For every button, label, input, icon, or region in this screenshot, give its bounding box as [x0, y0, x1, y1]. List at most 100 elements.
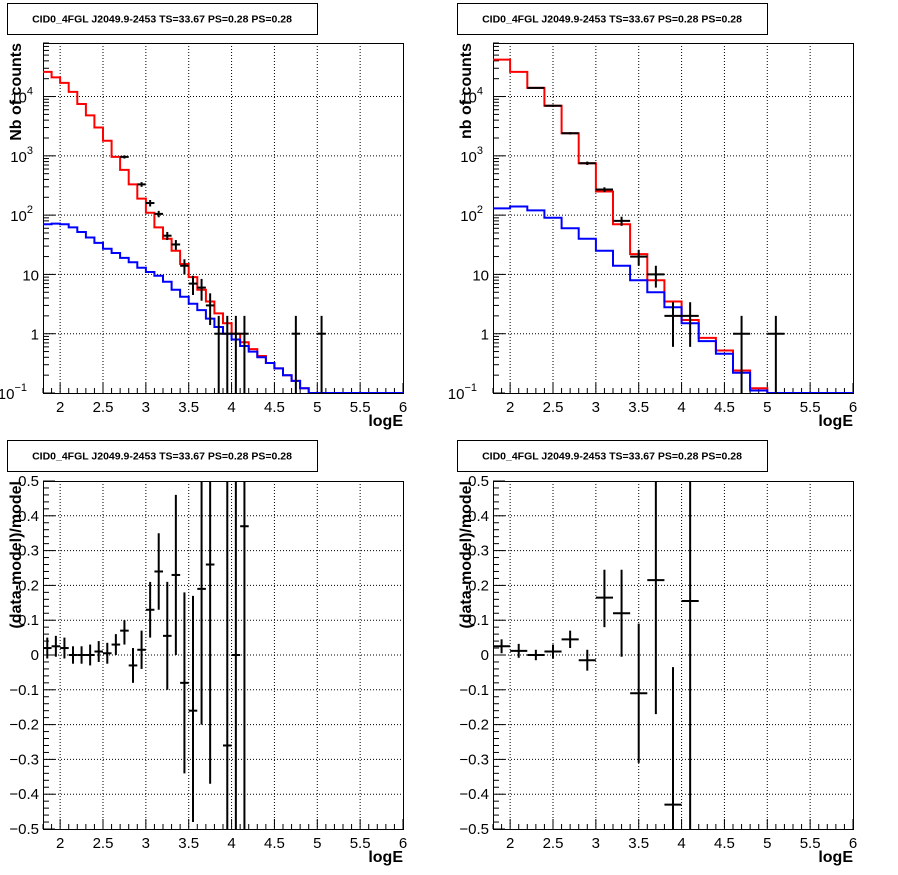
x-tick-label: 5: [313, 835, 321, 852]
x-tick-label: 2: [506, 835, 514, 852]
data-point: [94, 641, 103, 662]
y-tick-label: 102: [10, 204, 33, 225]
y-tick-label: 0.4: [18, 508, 39, 525]
x-tick-label: 5: [763, 835, 771, 852]
y-tick-base: 10: [472, 267, 489, 284]
chart-panel-1: CID0_4FGL J2049.9-2453 TS=33.67 PS=0.28 …: [0, 3, 407, 430]
y-axis-label: (data-model)/model: [458, 481, 475, 629]
y-tick-base: 10: [22, 267, 39, 284]
chart-title: CID0_4FGL J2049.9-2453 TS=33.67 PS=0.28 …: [32, 451, 292, 463]
y-tick-base: 10: [10, 90, 27, 107]
x-tick-label: 3: [592, 835, 600, 852]
y-tick-label: 1: [481, 327, 489, 344]
data-layer: [493, 58, 853, 393]
data-point: [595, 569, 613, 628]
data-point: [630, 249, 648, 266]
title-box-frame: [7, 440, 318, 472]
x-axis-label: logE: [818, 849, 853, 866]
grid-lines: [43, 481, 403, 829]
x-axis-label: logE: [368, 413, 403, 430]
data-point: [510, 643, 528, 658]
x-tick-label: 4: [677, 399, 685, 416]
data-layer: [493, 481, 699, 829]
data-point: [291, 315, 301, 393]
data-point: [223, 315, 232, 393]
data-point: [664, 667, 682, 829]
data-point: [223, 481, 232, 829]
y-tick-base: 10: [10, 149, 27, 166]
y-tick-label: 0.1: [468, 612, 489, 629]
data-point: [681, 302, 699, 347]
y-tick-exponent: 4: [477, 86, 483, 98]
model-total-histogram: [43, 70, 403, 393]
y-tick-label: 10: [472, 267, 489, 284]
data-point: [240, 481, 249, 829]
data-point: [544, 644, 562, 659]
x-tick-label: 5: [313, 399, 321, 416]
y-tick-label: −0.1: [9, 682, 39, 699]
y-tick-exponent: 3: [27, 145, 33, 157]
x-tick-label: 2.5: [543, 399, 564, 416]
tick-marks: [42, 42, 404, 394]
x-tick-label: 2: [56, 835, 64, 852]
data-point: [317, 315, 326, 393]
y-tick-base: 1: [31, 327, 39, 344]
y-tick-exponent: −1: [464, 382, 477, 394]
y-tick-base: 10: [460, 90, 477, 107]
data-point: [188, 275, 198, 295]
x-tick-label: 4.5: [714, 399, 735, 416]
y-tick-label: −0.2: [9, 717, 39, 734]
y-tick-label: 0.5: [468, 473, 489, 490]
data-point: [197, 481, 206, 725]
y-tick-label: 0.3: [468, 543, 489, 560]
x-tick-label: 2: [56, 399, 64, 416]
y-tick-label: 1: [31, 327, 39, 344]
y-tick-label: −0.5: [459, 821, 489, 838]
y-tick-exponent: 4: [27, 86, 33, 98]
y-tick-label: 0.3: [18, 543, 39, 560]
data-point: [163, 231, 172, 241]
chart-title-box: CID0_4FGL J2049.9-2453 TS=33.67 PS=0.28 …: [7, 3, 318, 35]
x-tick-label: 5.5: [800, 399, 821, 416]
chart-title-box: CID0_4FGL J2049.9-2453 TS=33.67 PS=0.28 …: [457, 3, 768, 35]
x-tick-label: 6: [399, 835, 407, 852]
y-tick-label: 103: [460, 145, 483, 166]
title-box-frame: [457, 3, 768, 35]
data-point: [163, 581, 172, 690]
plot-frame: [43, 43, 404, 394]
y-tick-label: 0.5: [18, 473, 39, 490]
y-tick-label: 0.4: [468, 508, 489, 525]
x-tick-label: 4.5: [714, 835, 735, 852]
x-axis-label: logE: [368, 849, 403, 866]
x-tick-label: 3: [142, 835, 150, 852]
data-point: [68, 646, 78, 664]
data-layer: [43, 481, 249, 829]
data-point: [647, 265, 665, 288]
y-tick-exponent: 2: [477, 204, 483, 216]
data-point: [171, 494, 181, 655]
x-tick-label: 6: [849, 835, 857, 852]
data-point: [154, 533, 163, 610]
y-tick-base: 1: [481, 327, 489, 344]
x-tick-label: 2.5: [93, 399, 114, 416]
x-tick-label: 3.5: [628, 399, 649, 416]
chart-title-box: CID0_4FGL J2049.9-2453 TS=33.67 PS=0.28 …: [457, 440, 768, 472]
x-tick-label: 3: [592, 399, 600, 416]
data-point: [561, 630, 579, 649]
y-tick-label: 103: [10, 145, 33, 166]
tick-marks: [492, 42, 854, 394]
data-point: [51, 635, 61, 657]
data-point: [205, 481, 215, 784]
y-tick-label: 0.2: [468, 577, 489, 594]
data-point: [493, 639, 511, 654]
model-source-histogram: [493, 205, 853, 393]
y-tick-base: 10: [448, 386, 465, 403]
data-point: [544, 104, 562, 107]
data-point: [240, 315, 249, 393]
data-point: [767, 315, 785, 393]
y-tick-label: 10−1: [448, 382, 477, 403]
x-tick-label: 6: [399, 399, 407, 416]
y-tick-exponent: 3: [477, 145, 483, 157]
y-tick-exponent: 2: [27, 204, 33, 216]
chart-title: CID0_4FGL J2049.9-2453 TS=33.67 PS=0.28 …: [482, 451, 742, 463]
